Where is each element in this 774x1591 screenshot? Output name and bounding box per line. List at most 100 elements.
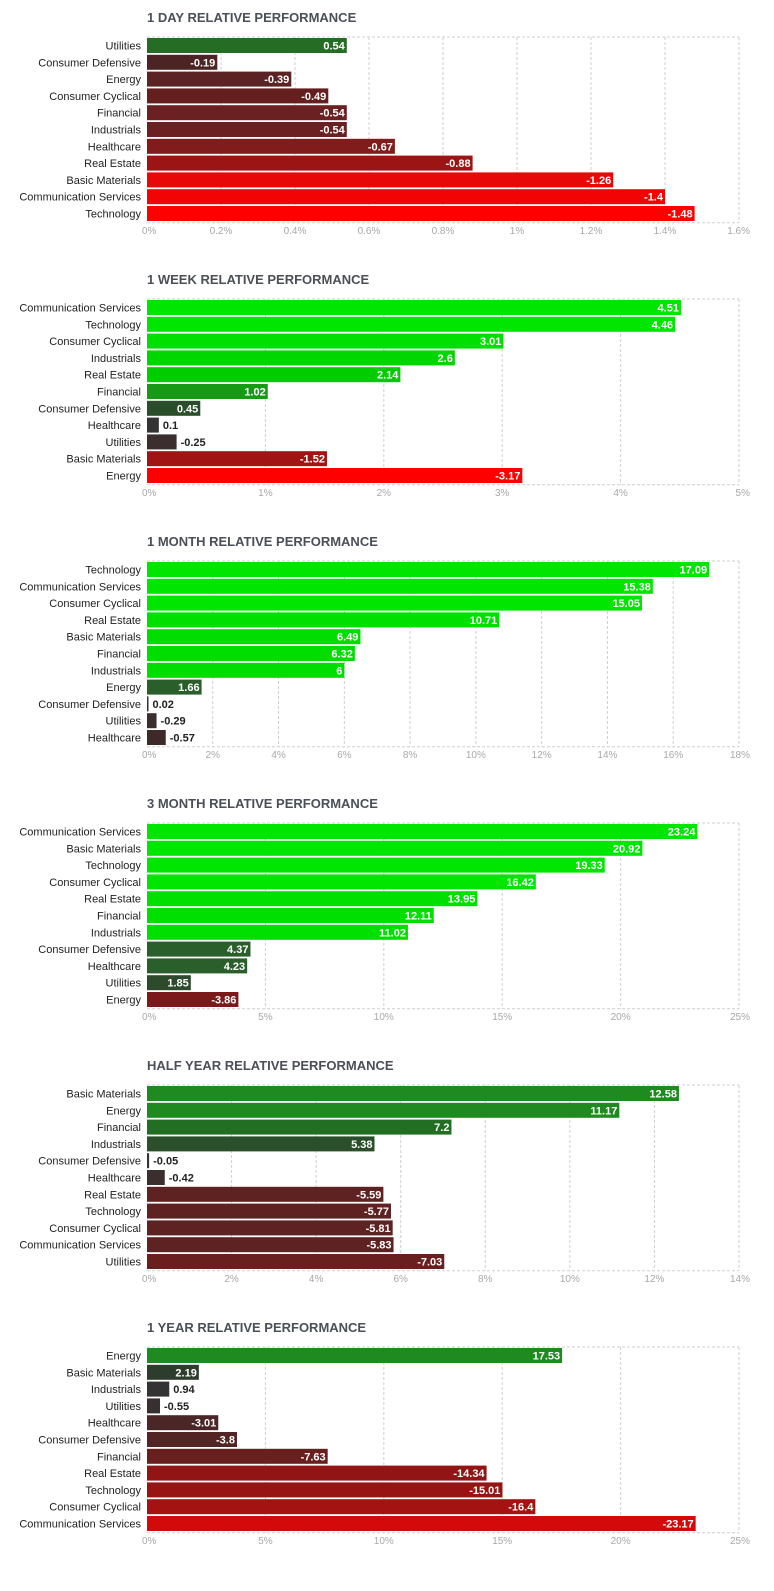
category-label: Industrials (91, 927, 142, 939)
bar (147, 350, 455, 366)
value-label: -15.01 (469, 1485, 500, 1497)
x-tick-label: 2% (377, 488, 392, 499)
value-label: -7.03 (417, 1257, 442, 1269)
chart-5: HALF YEAR RELATIVE PERFORMANCE 0% 2% 4% 6% 8%… (19, 1058, 750, 1285)
bar (147, 155, 473, 171)
category-label: Consumer Defensive (38, 944, 141, 956)
bar (147, 316, 676, 332)
bar (147, 138, 395, 154)
bar (147, 1448, 328, 1464)
bar (147, 206, 695, 221)
bar (147, 88, 329, 104)
bar (147, 713, 157, 729)
bar (147, 975, 191, 991)
chart-2: 1 WEEK RELATIVE PERFORMANCE 0% 1% 2% 3% 4% 5% C… (19, 272, 750, 499)
value-label: 15.38 (623, 581, 651, 593)
bar (147, 71, 292, 87)
x-tick-label: 8% (403, 750, 418, 761)
bar (147, 1220, 393, 1236)
value-label: -0.67 (368, 141, 393, 153)
bar (147, 1432, 237, 1447)
category-label: Utilities (106, 437, 142, 449)
bar (147, 1381, 170, 1397)
bar (147, 958, 248, 974)
value-label: -0.25 (181, 437, 206, 449)
value-label: 0.54 (323, 41, 345, 53)
bar (147, 1415, 219, 1431)
bar (147, 646, 355, 661)
value-label: -0.88 (446, 158, 471, 170)
category-label: Financial (97, 1451, 141, 1463)
value-label: -5.59 (356, 1189, 381, 1201)
value-label: 7.2 (434, 1122, 449, 1134)
bar (147, 1102, 620, 1118)
category-label: Consumer Defensive (38, 403, 141, 415)
category-label: Basic Materials (66, 454, 141, 466)
bar (147, 840, 643, 856)
bar (147, 172, 614, 188)
chart-title: 1 WEEK RELATIVE PERFORMANCE (147, 272, 370, 287)
bar (147, 1170, 165, 1185)
category-label: Communication Services (19, 827, 141, 839)
value-label: 0.1 (163, 420, 178, 432)
bar (147, 451, 327, 467)
category-label: Communication Services (19, 1519, 141, 1531)
bar (147, 1237, 394, 1253)
x-tick-label: 16% (663, 750, 683, 761)
bar (147, 1499, 536, 1515)
x-tick-label: 2% (224, 1274, 239, 1285)
value-label: 17.09 (680, 565, 708, 577)
value-label: -23.17 (662, 1519, 693, 1531)
value-label: 0.02 (153, 699, 174, 711)
x-tick-label: 0% (142, 488, 157, 499)
x-tick-label: 0% (142, 1012, 157, 1023)
value-label: -0.55 (164, 1401, 189, 1413)
category-label: Technology (85, 319, 141, 331)
x-tick-label: 14% (730, 1274, 750, 1285)
bar (147, 662, 345, 678)
bar (147, 924, 408, 940)
category-label: Real Estate (84, 1468, 141, 1480)
bar (147, 105, 347, 121)
chart-title: 1 MONTH RELATIVE PERFORMANCE (147, 534, 378, 549)
bar (147, 696, 149, 712)
x-tick-label: 1.4% (654, 226, 677, 237)
value-label: 17.53 (533, 1351, 561, 1363)
category-label: Consumer Defensive (38, 699, 141, 711)
value-label: -0.57 (170, 733, 195, 745)
x-tick-label: 18% (730, 750, 750, 761)
category-label: Real Estate (84, 894, 141, 906)
bar (147, 1364, 199, 1380)
bar (147, 891, 478, 907)
value-label: 6.32 (331, 649, 352, 661)
x-tick-label: 4% (309, 1274, 324, 1285)
category-label: Communication Services (19, 1240, 141, 1252)
category-label: Utilities (106, 978, 142, 990)
bar (147, 1119, 452, 1135)
value-label: -0.42 (169, 1173, 194, 1185)
value-label: 10.71 (470, 615, 498, 627)
value-label: -0.19 (190, 57, 215, 69)
bar (147, 1398, 161, 1414)
x-tick-label: 0.6% (358, 226, 381, 237)
value-label: 11.02 (379, 927, 406, 939)
chart-1: 1 DAY RELATIVE PERFORMANCE 0% 0.2% 0.4% 0.6%… (19, 10, 750, 237)
category-label: Basic Materials (66, 175, 141, 187)
x-tick-label: 25% (730, 1536, 750, 1547)
category-label: Consumer Defensive (38, 1435, 141, 1447)
x-tick-label: 10% (560, 1274, 580, 1285)
category-label: Financial (97, 108, 141, 120)
category-label: Consumer Cyclical (49, 336, 141, 348)
category-label: Industrials (91, 353, 142, 365)
chart-title: 1 YEAR RELATIVE PERFORMANCE (147, 1320, 366, 1335)
x-tick-label: 2% (206, 750, 221, 761)
value-label: 0.94 (173, 1384, 195, 1396)
x-tick-label: 10% (466, 750, 486, 761)
value-label: -5.83 (366, 1240, 391, 1252)
value-label: -1.52 (300, 454, 325, 466)
chart-3: 1 MONTH RELATIVE PERFORMANCE 0% 2% 4% 6% 8% 10… (19, 534, 750, 761)
bar (147, 468, 523, 483)
bar (147, 1516, 696, 1531)
x-tick-label: 8% (478, 1274, 493, 1285)
value-label: 15.05 (612, 598, 640, 610)
